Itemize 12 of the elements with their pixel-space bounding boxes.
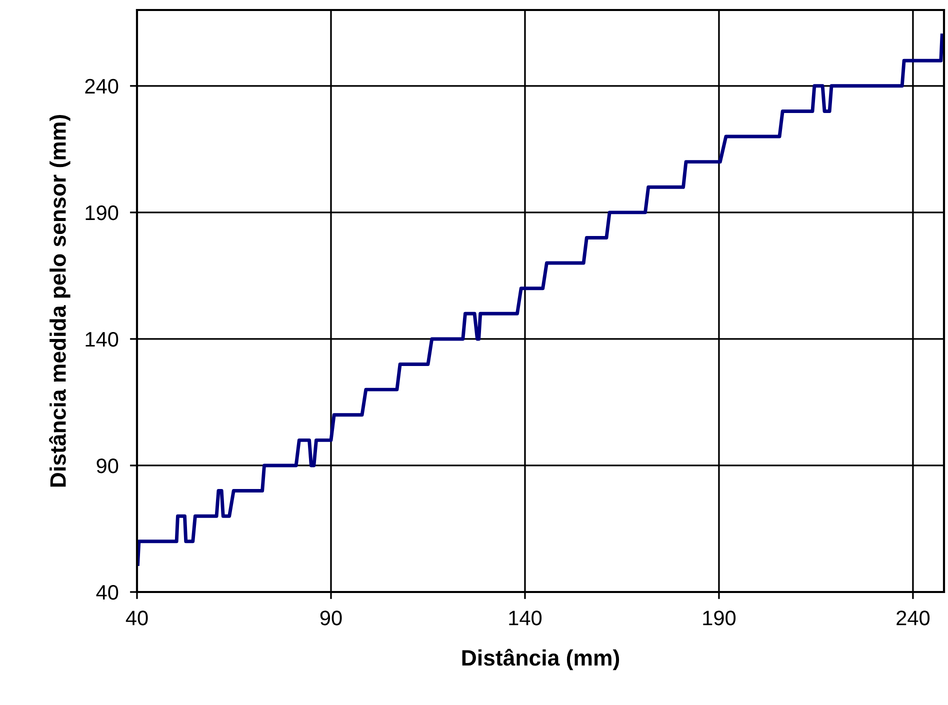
x-tick-label: 190 bbox=[703, 610, 736, 626]
y-tick-label: 90 bbox=[96, 458, 118, 474]
x-tick-label: 240 bbox=[896, 610, 930, 626]
y-tick-label: 190 bbox=[86, 205, 118, 220]
y-axis-title: Distância medida pelo sensor (mm) bbox=[49, 115, 70, 487]
x-tick-label: 40 bbox=[126, 610, 148, 626]
x-tick-label: 90 bbox=[320, 610, 342, 626]
x-axis-title: Distância (mm) bbox=[462, 648, 620, 670]
y-tick-label: 140 bbox=[86, 332, 118, 347]
y-tick-label: 40 bbox=[96, 585, 118, 600]
y-tick-label: 240 bbox=[85, 78, 118, 94]
x-tick-label: 140 bbox=[509, 610, 542, 626]
